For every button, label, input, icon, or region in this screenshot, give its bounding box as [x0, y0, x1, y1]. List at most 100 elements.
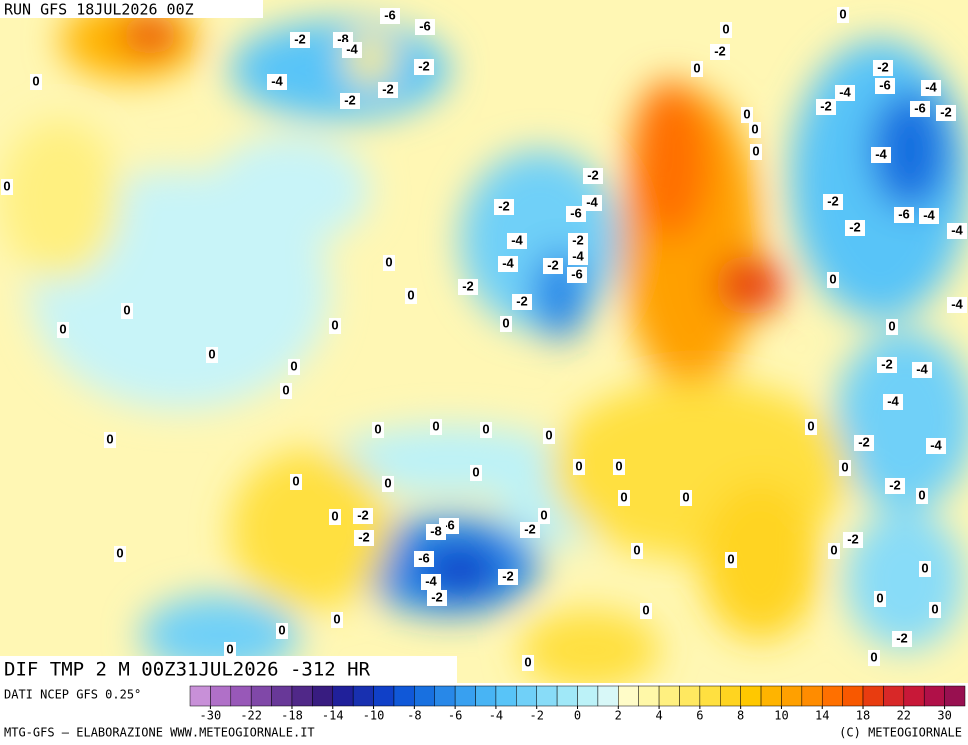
contour-label: 0: [545, 427, 552, 442]
contour-label: -2: [516, 293, 528, 308]
contour-label: -2: [382, 81, 394, 96]
color-swatch: [923, 685, 945, 707]
contour-label-bg: [720, 22, 732, 38]
contour-label: -8: [430, 523, 442, 538]
contour-label-bg: [583, 168, 603, 184]
color-swatch: [230, 685, 252, 707]
contour-label-bg: [805, 419, 817, 435]
contour-label-bg: [854, 435, 874, 451]
color-swatch: [312, 685, 334, 707]
contour-label: -2: [572, 232, 584, 247]
contour-label-bg: [947, 223, 967, 239]
contour-label-bg: [354, 530, 374, 546]
contour-label-bg: [725, 552, 737, 568]
contour-label: -2: [827, 193, 839, 208]
contour-label: 0: [751, 121, 758, 136]
contour-label: -4: [925, 79, 937, 94]
contour-label-bg: [543, 428, 555, 444]
color-bar-tick-label: -2: [529, 709, 543, 723]
contour-label: -4: [951, 296, 963, 311]
contour-label-bg: [340, 93, 360, 109]
contour-label: -2: [820, 98, 832, 113]
contour-label-bg: [947, 297, 967, 313]
color-bar-tick-label: -30: [200, 709, 222, 723]
contour-label-bg: [710, 44, 730, 60]
contour-label-bg: [522, 655, 534, 671]
contour-label-bg: [494, 199, 514, 215]
color-bar-tick-label: 10: [774, 709, 788, 723]
contour-label: -4: [887, 393, 899, 408]
contour-label: 0: [620, 489, 627, 504]
color-swatch: [679, 685, 701, 707]
contour-label: 0: [331, 508, 338, 523]
color-bar-tick-label: -14: [322, 709, 344, 723]
data-source: DATI NCEP GFS 0.25°: [4, 688, 141, 702]
color-swatch: [842, 685, 864, 707]
contour-label: 0: [282, 382, 289, 397]
contour-label: -8: [337, 31, 349, 46]
contour-label-bg: [750, 144, 762, 160]
contour-label-bg: [916, 488, 928, 504]
contour-label: -2: [498, 198, 510, 213]
contour-label-bg: [886, 319, 898, 335]
contour-label-bg: [543, 258, 563, 274]
contour-label: 0: [278, 622, 285, 637]
contour-label: -4: [502, 255, 514, 270]
contour-label-bg: [405, 288, 417, 304]
contour-label: 0: [374, 421, 381, 436]
contour-label: -2: [524, 521, 536, 536]
contour-label-bg: [121, 303, 133, 319]
contour-label-bg: [919, 208, 939, 224]
contour-label-bg: [507, 233, 527, 249]
color-swatch: [291, 685, 313, 707]
contour-label: 0: [385, 254, 392, 269]
contour-label-bg: [582, 195, 602, 211]
contour-label: -2: [714, 43, 726, 58]
contour-label-bg: [573, 459, 585, 475]
contour-label-bg: [912, 362, 932, 378]
contour-label-bg: [835, 85, 855, 101]
color-swatch: [658, 685, 680, 707]
contour-label-bg: [520, 522, 540, 538]
contour-label-bg: [538, 508, 550, 524]
contour-label-bg: [741, 107, 753, 123]
contour-label: 0: [524, 654, 531, 669]
color-swatch: [434, 685, 456, 707]
contour-label: -4: [572, 248, 584, 263]
contour-label-bg: [926, 438, 946, 454]
color-swatch: [373, 685, 395, 707]
contour-label-bg: [329, 509, 341, 525]
contour-label-bg: [114, 546, 126, 562]
contour-label: 0: [839, 6, 846, 21]
color-swatch: [271, 685, 293, 707]
contour-label-bg: [883, 394, 903, 410]
contour-label-bg: [618, 490, 630, 506]
color-swatch: [352, 685, 374, 707]
contour-label: 0: [876, 590, 883, 605]
contour-label-bg: [414, 551, 434, 567]
contour-label: -4: [875, 146, 887, 161]
contour-label: 0: [642, 602, 649, 617]
contour-label: -4: [923, 207, 935, 222]
contour-label: 0: [123, 302, 130, 317]
contour-label: 0: [540, 507, 547, 522]
contour-label-bg: [498, 256, 518, 272]
contour-label-bg: [280, 383, 292, 399]
color-bar-tick-label: 22: [897, 709, 911, 723]
contour-label-bg: [816, 99, 836, 115]
contour-label: -2: [431, 589, 443, 604]
contour-label-bg: [749, 122, 761, 138]
contour-label: -2: [462, 278, 474, 293]
contour-label-bg: [480, 422, 492, 438]
contour-label-bg: [837, 7, 849, 23]
contour-label: 0: [208, 346, 215, 361]
color-bar-tick-label: -10: [363, 709, 385, 723]
color-swatch: [883, 685, 905, 707]
contour-label-bg: [224, 642, 236, 658]
contour-label: -2: [547, 257, 559, 272]
contour-label-bg: [57, 322, 69, 338]
contour-label-bg: [329, 318, 341, 334]
contour-label-bg: [378, 82, 398, 98]
